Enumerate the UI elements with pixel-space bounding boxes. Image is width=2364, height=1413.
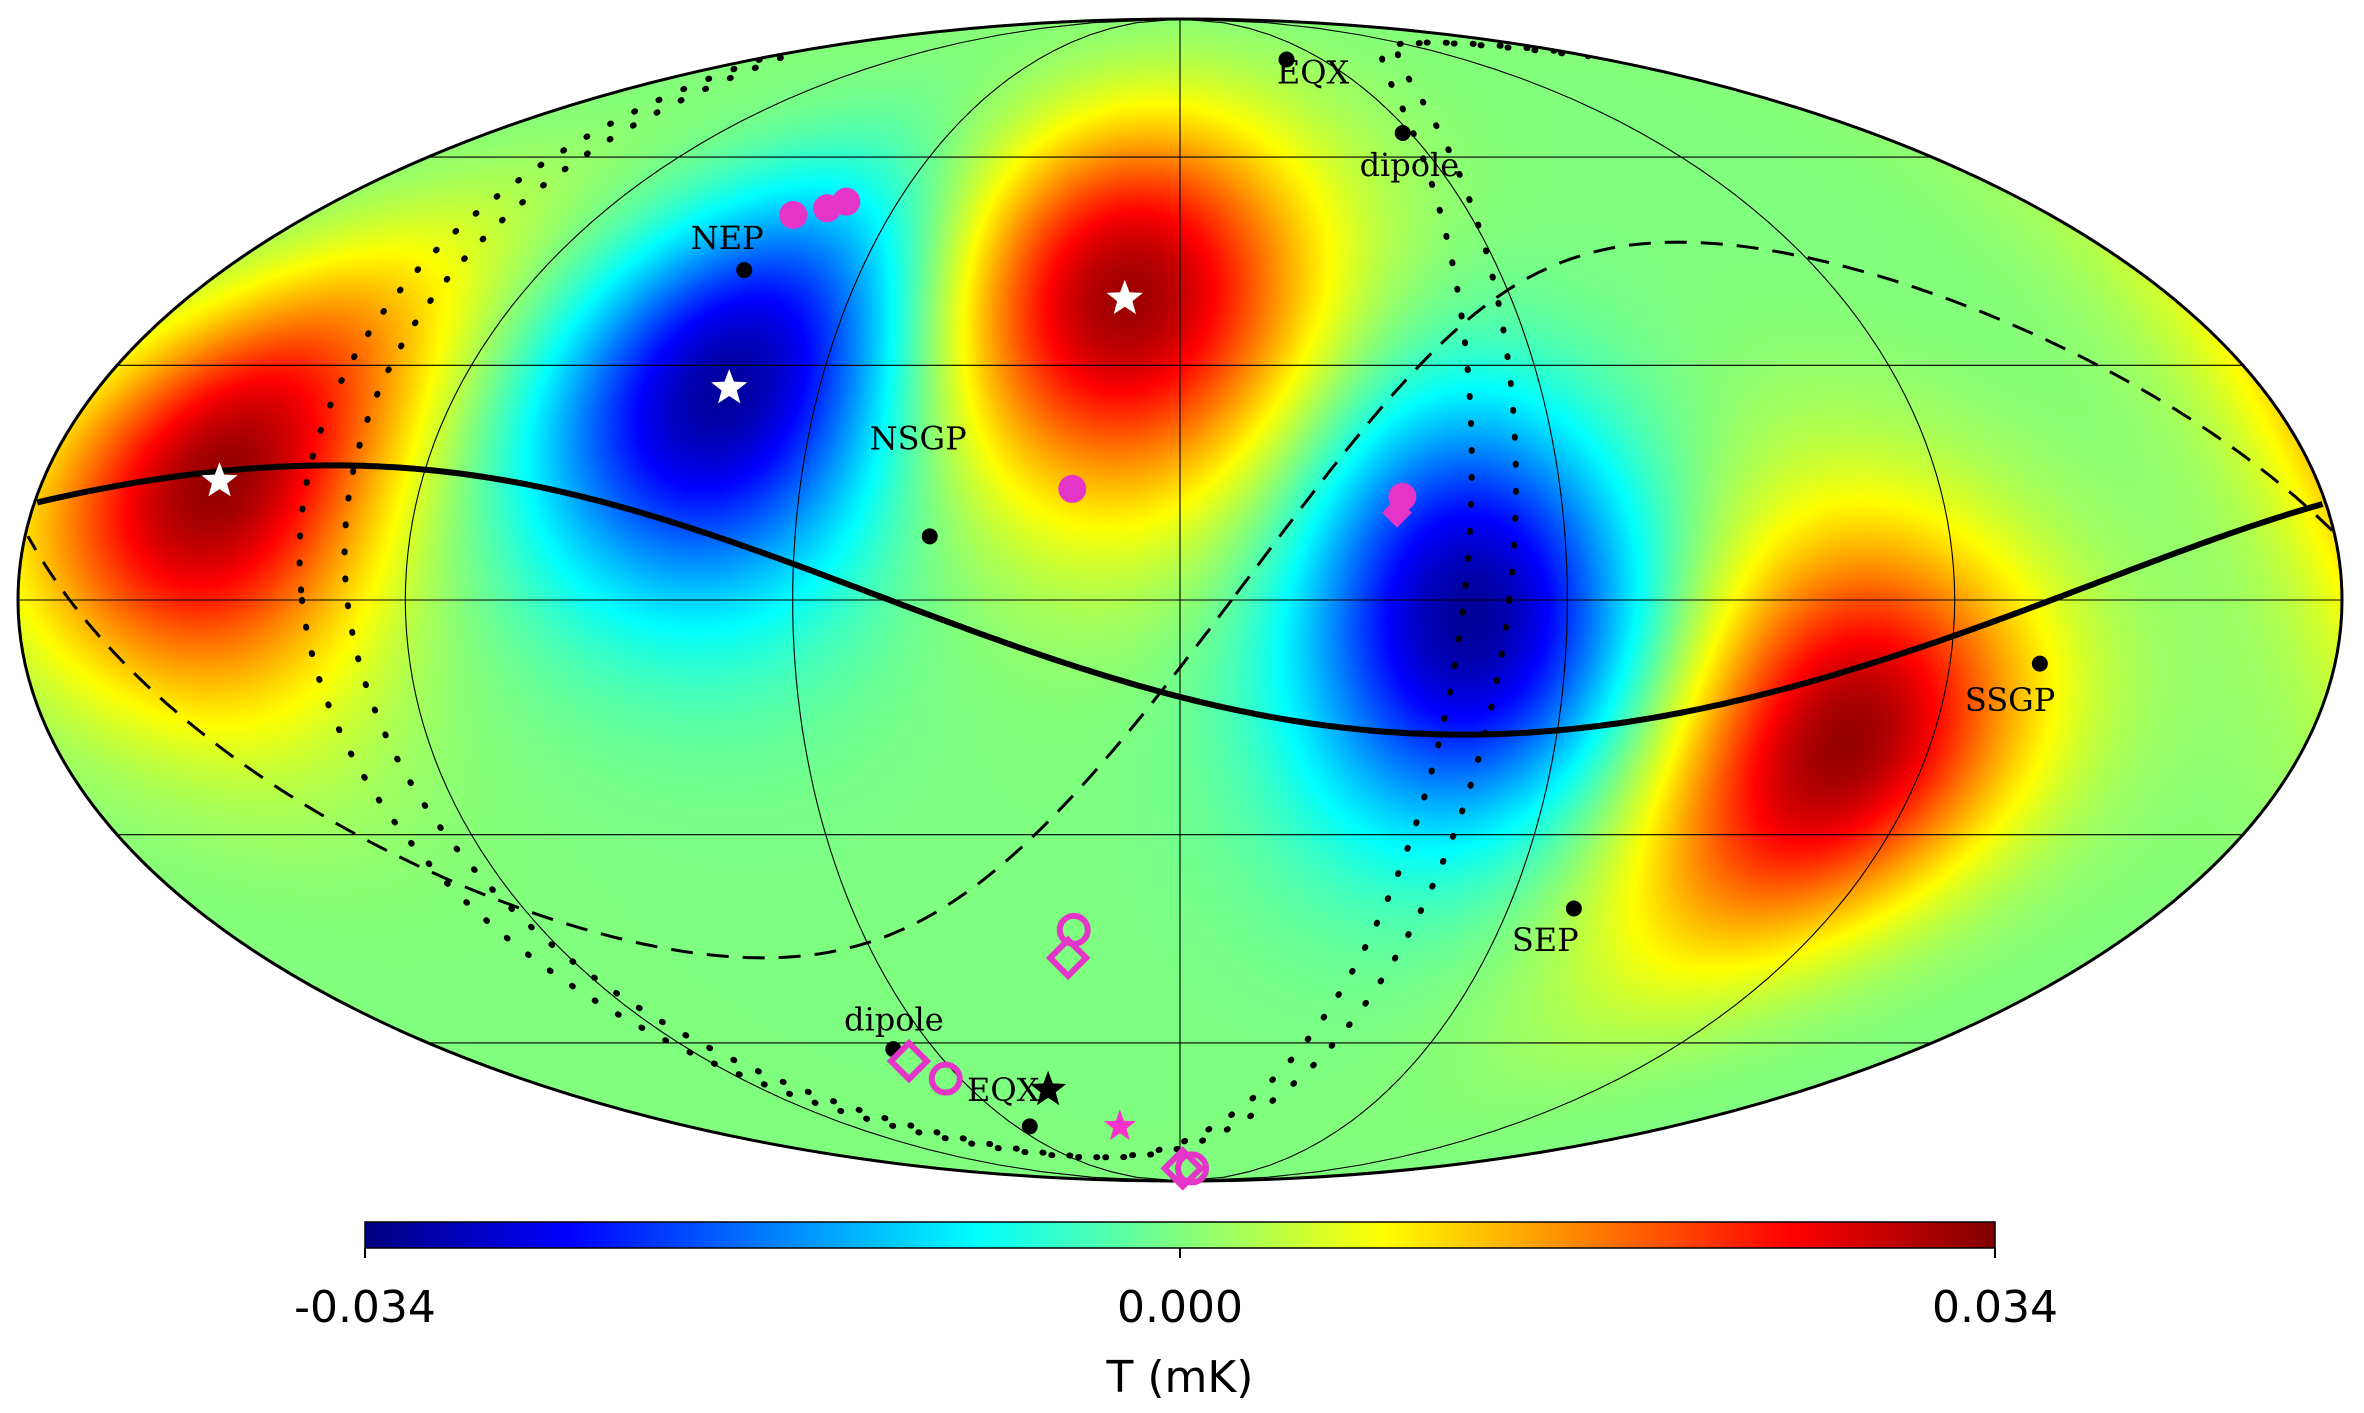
- ssgp-point: [2031, 655, 2048, 672]
- dipole-great-circle: [36, 462, 2324, 738]
- markers: [201, 51, 2048, 1191]
- black-star-marker: [1030, 1070, 1067, 1106]
- meridian-line: [792, 19, 1181, 1181]
- label-neP: NEP: [691, 219, 764, 257]
- colorbar: -0.034 0.000 0.034 T (mK): [294, 1221, 2058, 1403]
- magenta-filled-diamond-marker: [1381, 497, 1412, 528]
- white-star-marker: [711, 369, 748, 404]
- galactic-dotted-curve: [296, 39, 1592, 1161]
- mollweide-map: NEP NSGP EQX dipole SSGP SEP dipole EQX: [16, 17, 2344, 1191]
- label-eqx-top: EQX: [1277, 54, 1350, 92]
- colorbar-tick-label-max: 0.034: [1932, 1282, 2058, 1333]
- supergalactic-dotted-curve: [341, 39, 1558, 1161]
- eqx-top-point: [1278, 51, 1295, 68]
- neP-point: [736, 262, 753, 279]
- magenta-diamond-marker: [1160, 1146, 1205, 1191]
- meridian-line: [1179, 19, 1568, 1181]
- colorbar-gradient: [364, 1221, 1996, 1249]
- nsgp-point: [921, 528, 938, 545]
- label-ssgp: SSGP: [1965, 681, 2055, 719]
- meridian-line: [404, 19, 1181, 1181]
- label-dipole-top: dipole: [1360, 146, 1460, 184]
- label-eqx-bottom: EQX: [967, 1071, 1040, 1109]
- white-star-marker: [1106, 279, 1143, 315]
- label-nsgp: NSGP: [870, 420, 967, 458]
- magenta-diamond-marker: [1045, 935, 1091, 981]
- magenta-circle-marker: [928, 1061, 963, 1096]
- graticule: [18, 19, 2342, 1181]
- magenta-filled-circle-marker: [779, 200, 808, 229]
- label-dipole-bottom: dipole: [844, 1001, 944, 1039]
- ecliptic-dashed-curve: [26, 240, 2334, 960]
- meridian-line: [1179, 19, 1956, 1181]
- white-star-marker: [201, 462, 238, 497]
- eqx-bottom-point: [1021, 1118, 1038, 1135]
- magenta-diamond-marker: [886, 1038, 932, 1084]
- colorbar-tick-label-min: -0.034: [294, 1282, 436, 1333]
- magenta-circle-marker: [1175, 1151, 1210, 1186]
- magenta-filled-circle-marker: [1058, 474, 1087, 503]
- magenta-star-marker: [1103, 1109, 1137, 1141]
- colorbar-unit-label: T (mK): [1106, 1352, 1254, 1403]
- label-sep: SEP: [1512, 921, 1579, 959]
- magenta-filled-circle-marker: [832, 187, 861, 216]
- dipole-top-point: [1394, 124, 1411, 141]
- map-labels: NEP NSGP EQX dipole SSGP SEP dipole EQX: [691, 54, 2055, 1109]
- reference-curves: [26, 39, 2334, 1161]
- colorbar-tick-label-zero: 0.000: [1117, 1282, 1243, 1333]
- sep-point: [1565, 900, 1582, 917]
